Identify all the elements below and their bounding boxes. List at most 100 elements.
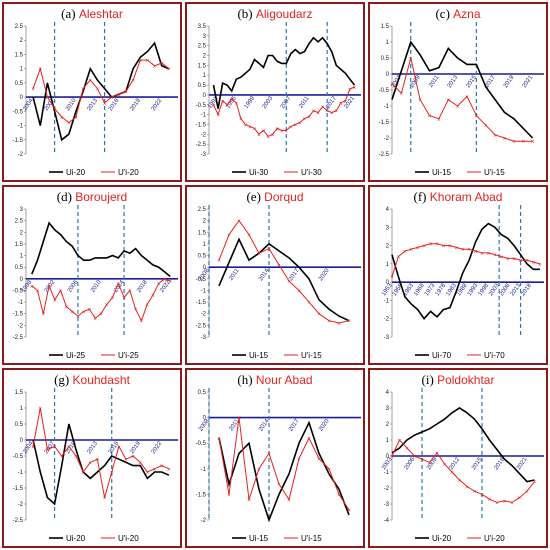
series-marker: ×	[327, 319, 331, 325]
x-tick-label: 2019	[129, 440, 142, 455]
y-tick-label: 0.5	[15, 81, 24, 87]
panel-tag: (b)	[237, 6, 255, 21]
y-tick-label: -2	[201, 312, 207, 318]
y-tick-label: 1.5	[198, 63, 207, 69]
series-line-ui	[218, 237, 350, 322]
panel-tag: (e)	[246, 189, 264, 204]
panel-tag: (g)	[54, 372, 72, 387]
series-marker: ×	[217, 258, 221, 264]
series-marker: ×	[473, 249, 477, 255]
chart-panel-poldokhtar: -4 -3 -2 -1 0 1 2 3 4 2003 2006 2009 2012 2015 2018 202…	[368, 368, 548, 548]
legend-label-ui: Ui-15	[249, 534, 269, 543]
y-tick-label: -0.5	[196, 103, 207, 109]
series-line-ui	[391, 222, 540, 320]
series-marker: ×	[53, 298, 57, 304]
series-marker: ×	[74, 115, 78, 121]
series-marker: ×	[450, 470, 454, 476]
legend-label-uprime: U'i-25	[118, 351, 139, 360]
y-tick-label: 0.5	[15, 422, 24, 428]
series-marker: ×	[124, 457, 128, 463]
series-marker: ×	[441, 244, 445, 250]
y-tick-label: 0	[20, 95, 24, 101]
series-marker: ×	[474, 114, 478, 120]
panel-title: (a) Aleshtar	[61, 6, 123, 21]
series-marker: ×	[399, 91, 403, 97]
station-name: Khoram Abad	[430, 190, 503, 204]
series-marker: ×	[325, 109, 329, 115]
series-marker: ×	[321, 105, 325, 111]
series-marker: ×	[506, 256, 510, 262]
y-tick-label: -2.5	[196, 323, 207, 329]
y-tick-label: -0.5	[379, 88, 390, 94]
panel-title: (e) Dorqud	[246, 189, 303, 204]
y-tick-label: -3	[201, 152, 207, 158]
panel-title: (h) Nour Abad	[237, 372, 312, 387]
legend-label-ui: Ui-30	[249, 168, 269, 177]
y-tick-label: -2	[201, 132, 207, 138]
panel-title: (f) Khoram Abad	[414, 189, 503, 204]
y-tick-label: -1.5	[13, 138, 24, 144]
y-tick-label: -1.5	[196, 122, 207, 128]
series-marker: ×	[247, 233, 251, 239]
series-line-ui	[218, 420, 350, 523]
series-marker: ×	[454, 245, 458, 251]
series-marker: ×	[517, 496, 521, 502]
series-marker: ×	[538, 262, 542, 268]
station-name: Nour Abad	[256, 373, 313, 387]
y-tick-label: 0.5	[15, 265, 24, 271]
y-tick-label: -3	[384, 335, 390, 341]
series-marker: ×	[216, 113, 220, 119]
series-marker: ×	[139, 319, 143, 325]
series-marker: ×	[480, 251, 484, 257]
series-marker: ×	[152, 64, 156, 70]
y-tick-label: 0	[20, 277, 24, 283]
series-marker: ×	[317, 312, 321, 318]
legend: Ui-30 U'i-30	[232, 168, 322, 177]
series-marker: ×	[390, 275, 394, 281]
series-marker: ×	[168, 279, 172, 285]
y-tick-label: -1.5	[13, 312, 24, 318]
series-marker: ×	[67, 444, 71, 450]
series-marker: ×	[105, 302, 109, 308]
series-marker: ×	[348, 87, 352, 93]
y-tick-label: 3	[386, 225, 390, 231]
y-tick-label: 1	[20, 67, 24, 73]
y-tick-label: -3	[384, 502, 390, 508]
legend: Ui-15 U'i-15	[232, 351, 322, 360]
series-marker: ×	[45, 95, 49, 101]
series-marker: ×	[167, 467, 171, 473]
panel-title: (c) Azna	[435, 6, 480, 21]
series-marker: ×	[275, 126, 279, 132]
chart-panel-khoram-abad: -3 -2 -1 0 1 2 3 4 1953 1958 1963 1968 1973 1978 1983 1…	[368, 185, 548, 365]
series-marker: ×	[343, 99, 347, 105]
y-tick-label: 2.5	[198, 44, 207, 50]
series-marker: ×	[117, 92, 121, 98]
series-marker: ×	[31, 444, 35, 450]
series-marker: ×	[307, 300, 311, 306]
y-tick-label: -0.5	[13, 109, 24, 115]
x-tick-label: 2020	[318, 267, 331, 282]
y-tick-label: -1.5	[13, 486, 24, 492]
y-tick-label: -1	[201, 288, 207, 294]
series-marker: ×	[76, 314, 80, 320]
series-marker: ×	[409, 247, 413, 253]
series-marker: ×	[82, 309, 86, 315]
legend-label-ui: Ui-25	[66, 351, 86, 360]
series-marker: ×	[427, 460, 431, 466]
series-marker: ×	[131, 78, 135, 84]
y-tick-label: -1	[18, 124, 24, 130]
series-marker: ×	[128, 288, 132, 294]
y-tick-label: -2.5	[196, 142, 207, 148]
x-tick-label: 2018	[136, 279, 149, 294]
x-tick-label: 2019	[503, 74, 516, 89]
y-tick-label: -1.5	[196, 300, 207, 306]
series-marker: ×	[145, 302, 149, 308]
legend-label-ui: Ui-15	[249, 351, 269, 360]
y-tick-label: 2	[203, 54, 207, 60]
y-tick-label: 0	[386, 72, 390, 78]
series-marker: ×	[145, 58, 149, 64]
series-marker: ×	[510, 500, 514, 506]
